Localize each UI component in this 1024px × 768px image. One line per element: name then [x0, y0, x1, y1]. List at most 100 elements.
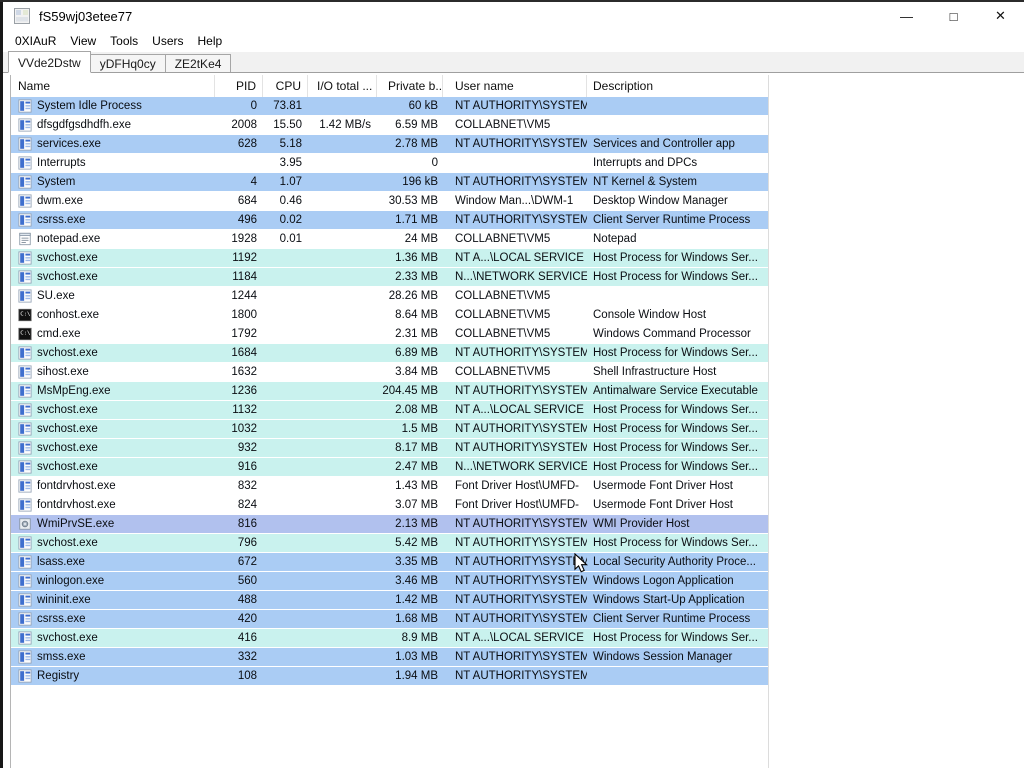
process-row[interactable]: C:\ cmd.exe 1792 2.31 MB COLLABNET\VM5 Window…	[11, 325, 768, 344]
process-row[interactable]: Interrupts 3.95 0 Interrupts and DPCs	[11, 154, 768, 173]
process-pid: 2008	[231, 119, 257, 131]
process-cpu	[263, 363, 308, 381]
process-io-total	[308, 173, 377, 191]
process-row[interactable]: fontdrvhost.exe 832 1.43 MB Font Driver Hos…	[11, 477, 768, 496]
column-header-desc[interactable]: Description	[593, 79, 654, 93]
column-header-priv[interactable]: Private b...	[377, 75, 443, 97]
process-row[interactable]: dwm.exe 684 0.46 30.53 MB Window Man...\DWM-…	[11, 192, 768, 211]
process-description: Host Process for Windows Ser...	[593, 461, 758, 473]
process-description: Antimalware Service Executable	[593, 385, 758, 397]
tab-ze2tke4[interactable]: ZE2tKe4	[164, 54, 232, 72]
maximize-button[interactable]: □	[949, 8, 958, 24]
process-user-name: COLLABNET\VM5	[455, 366, 551, 378]
process-description: Usermode Font Driver Host	[593, 480, 733, 492]
process-user-name: NT A...\LOCAL SERVICE	[455, 252, 584, 264]
app-icon	[14, 8, 30, 24]
process-row[interactable]: fontdrvhost.exe 824 3.07 MB Font Driver Hos…	[11, 496, 768, 515]
process-row[interactable]: dfsgdfgsdhdfh.exe 2008 15.50 1.42 MB/s 6.59 …	[11, 116, 768, 135]
process-row[interactable]: C:\ conhost.exe 1800 8.64 MB COLLABNET\VM5 Co…	[11, 306, 768, 325]
process-row[interactable]: notepad.exe 1928 0.01 24 MB COLLABNET\VM5 Not…	[11, 230, 768, 249]
column-header-user[interactable]: User name	[443, 75, 587, 97]
process-io-total	[308, 211, 377, 229]
process-private-bytes: 24 MB	[404, 233, 438, 245]
process-row[interactable]: csrss.exe 420 1.68 MB NT AUTHORITY\SYSTEM Cl…	[11, 610, 768, 629]
process-name: svchost.exe	[37, 442, 98, 454]
process-row[interactable]: SU.exe 1244 28.26 MB COLLABNET\VM5	[11, 287, 768, 306]
process-row[interactable]: Registry 108 1.94 MB NT AUTHORITY\SYSTEM	[11, 667, 768, 686]
process-row[interactable]: lsass.exe 672 3.35 MB NT AUTHORITY\SYSTEM Lo…	[11, 553, 768, 572]
process-row[interactable]: svchost.exe 416 8.9 MB NT A...\LOCAL SERVIC…	[11, 629, 768, 648]
process-cpu	[263, 382, 308, 400]
process-io-total	[308, 420, 377, 438]
process-io-total: 1.42 MB/s	[319, 119, 371, 131]
process-row[interactable]: winlogon.exe 560 3.46 MB NT AUTHORITY\SYSTE…	[11, 572, 768, 591]
process-row[interactable]: svchost.exe 1684 6.89 MB NT AUTHORITY\SYSTE…	[11, 344, 768, 363]
process-row[interactable]: services.exe 628 5.18 2.78 MB NT AUTHORITY\S…	[11, 135, 768, 154]
process-row[interactable]: System Idle Process 0 73.81 60 kB NT AUTHORI…	[11, 97, 768, 116]
process-name: conhost.exe	[37, 309, 100, 321]
process-cpu	[263, 610, 308, 628]
process-user-name: COLLABNET\VM5	[455, 309, 551, 321]
menu-item-help[interactable]: Help	[197, 34, 223, 48]
process-row[interactable]: sihost.exe 1632 3.84 MB COLLABNET\VM5 Shell …	[11, 363, 768, 382]
process-row[interactable]: svchost.exe 1192 1.36 MB NT A...\LOCAL SERV…	[11, 249, 768, 268]
column-header-cpu[interactable]: CPU	[263, 75, 308, 97]
process-row[interactable]: smss.exe 332 1.03 MB NT AUTHORITY\SYSTEM Win…	[11, 648, 768, 667]
tab-ydfhq0cy[interactable]: yDFHq0cy	[89, 54, 166, 72]
tab-vvde2dstw[interactable]: VVde2Dstw	[8, 51, 91, 73]
menu-item-users[interactable]: Users	[152, 34, 184, 48]
process-name: fontdrvhost.exe	[37, 480, 116, 492]
process-cpu	[263, 325, 308, 343]
process-description: Local Security Authority Proce...	[593, 556, 756, 568]
process-row[interactable]: svchost.exe 1032 1.5 MB NT AUTHORITY\SYSTEM…	[11, 420, 768, 439]
process-io-total	[308, 591, 377, 609]
menu-item-tools[interactable]: Tools	[110, 34, 139, 48]
menu-item-view[interactable]: View	[70, 34, 97, 48]
app-icon	[18, 498, 32, 512]
app-icon	[18, 631, 32, 645]
process-private-bytes: 1.68 MB	[395, 613, 438, 625]
process-cpu	[263, 401, 308, 419]
process-private-bytes: 1.5 MB	[401, 423, 438, 435]
menu-item-0xiaur[interactable]: 0XIAuR	[15, 34, 57, 48]
app-icon	[18, 251, 32, 265]
process-cpu	[263, 306, 308, 324]
process-row[interactable]: svchost.exe 1184 2.33 MB N...\NETWORK SERVI…	[11, 268, 768, 287]
process-row[interactable]: WmiPrvSE.exe 816 2.13 MB NT AUTHORITY\SYSTE…	[11, 515, 768, 534]
process-private-bytes: 3.46 MB	[395, 575, 438, 587]
process-row[interactable]: csrss.exe 496 0.02 1.71 MB NT AUTHORITY\SYST…	[11, 211, 768, 230]
process-io-total	[308, 154, 377, 172]
process-io-total	[308, 192, 377, 210]
process-name: svchost.exe	[37, 632, 98, 644]
process-private-bytes: 6.59 MB	[395, 119, 438, 131]
minimize-button[interactable]: —	[900, 8, 913, 24]
process-name-cell: notepad.exe	[11, 230, 215, 248]
process-private-bytes: 6.89 MB	[395, 347, 438, 359]
process-description: Notepad	[593, 233, 637, 245]
process-name: System	[37, 176, 76, 188]
column-header-name[interactable]: Name	[11, 75, 215, 97]
process-pid: 1132	[232, 404, 257, 416]
process-row[interactable]: wininit.exe 488 1.42 MB NT AUTHORITY\SYSTEM…	[11, 591, 768, 610]
process-row[interactable]: MsMpEng.exe 1236 204.45 MB NT AUTHORITY\SYS…	[11, 382, 768, 401]
process-name: svchost.exe	[37, 347, 98, 359]
process-row[interactable]: svchost.exe 932 8.17 MB NT AUTHORITY\SYSTEM…	[11, 439, 768, 458]
process-io-total	[308, 629, 377, 647]
app-icon	[18, 612, 32, 626]
process-row[interactable]: svchost.exe 1132 2.08 MB NT A...\LOCAL SERV…	[11, 401, 768, 420]
process-row[interactable]: System 4 1.07 196 kB NT AUTHORITY\SYSTEM NT K…	[11, 173, 768, 192]
process-user-name: NT AUTHORITY\SYSTEM	[455, 176, 587, 188]
process-row[interactable]: svchost.exe 796 5.42 MB NT AUTHORITY\SYSTEM…	[11, 534, 768, 553]
process-io-total	[308, 363, 377, 381]
close-button[interactable]: ✕	[995, 8, 1006, 23]
process-user-name: NT AUTHORITY\SYSTEM	[455, 385, 587, 397]
process-private-bytes: 8.17 MB	[395, 442, 438, 454]
process-user-name: Font Driver Host\UMFD-	[455, 499, 579, 511]
process-row[interactable]: svchost.exe 916 2.47 MB N...\NETWORK SERVIC…	[11, 458, 768, 477]
process-user-name: Font Driver Host\UMFD-	[455, 480, 579, 492]
column-header-io[interactable]: I/O total ...	[308, 75, 377, 97]
column-header-pid[interactable]: PID	[215, 75, 263, 97]
app-icon	[18, 593, 32, 607]
process-private-bytes: 1.43 MB	[395, 480, 438, 492]
notepad-icon	[18, 232, 32, 246]
